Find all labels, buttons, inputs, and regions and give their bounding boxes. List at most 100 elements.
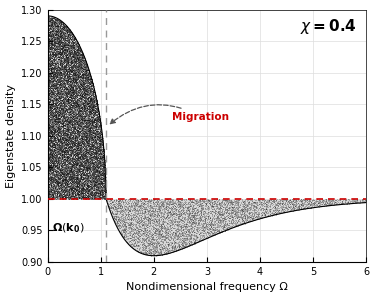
Point	[80, 55, 86, 59]
Point	[130, 246, 136, 250]
Point	[119, 198, 125, 203]
Point	[185, 217, 191, 222]
Point	[55, 98, 61, 103]
Point	[96, 118, 102, 123]
Point	[51, 81, 57, 86]
Point	[67, 86, 73, 90]
Point	[89, 181, 95, 186]
Point	[75, 65, 81, 70]
Point	[57, 108, 63, 113]
Point	[68, 174, 74, 179]
Point	[67, 172, 73, 176]
Point	[117, 199, 123, 204]
Point	[91, 167, 97, 172]
Point	[52, 144, 58, 149]
Point	[219, 215, 225, 220]
Point	[168, 206, 174, 210]
Point	[157, 246, 163, 251]
Point	[54, 181, 60, 186]
Point	[85, 79, 91, 84]
Point	[77, 179, 83, 183]
Point	[65, 115, 71, 119]
Point	[145, 217, 151, 221]
Point	[64, 92, 70, 97]
Point	[46, 45, 53, 49]
Point	[58, 63, 64, 68]
Point	[89, 193, 95, 197]
Point	[279, 202, 285, 207]
Point	[60, 179, 66, 184]
Point	[99, 164, 105, 169]
Point	[150, 224, 156, 229]
Point	[58, 21, 64, 26]
Point	[93, 111, 99, 116]
Point	[154, 206, 160, 210]
Point	[92, 139, 98, 143]
Point	[70, 123, 76, 128]
Point	[55, 46, 61, 51]
Point	[95, 134, 101, 138]
Point	[50, 60, 55, 65]
Point	[164, 207, 170, 212]
Point	[81, 135, 87, 140]
Point	[71, 168, 77, 173]
Point	[80, 75, 86, 80]
Point	[88, 125, 94, 130]
Point	[144, 243, 150, 247]
Point	[137, 229, 143, 234]
Point	[50, 82, 56, 87]
Point	[145, 216, 151, 221]
Point	[81, 164, 87, 168]
Point	[61, 43, 67, 48]
Point	[65, 61, 71, 66]
Point	[100, 196, 106, 201]
Point	[50, 72, 55, 77]
Point	[54, 105, 60, 109]
Point	[95, 176, 101, 181]
Point	[169, 201, 175, 205]
Point	[54, 69, 60, 74]
Point	[100, 143, 106, 148]
Point	[69, 53, 75, 58]
Point	[116, 201, 122, 206]
Point	[61, 193, 67, 198]
Point	[75, 180, 81, 185]
Point	[51, 144, 57, 148]
Point	[64, 97, 70, 101]
Point	[165, 215, 171, 220]
Point	[49, 60, 55, 64]
Point	[94, 169, 100, 174]
Point	[93, 138, 99, 143]
Point	[56, 100, 62, 105]
Point	[64, 68, 70, 72]
Point	[298, 197, 304, 202]
Point	[271, 200, 277, 205]
Point	[75, 145, 81, 149]
Point	[50, 54, 56, 58]
Point	[83, 89, 89, 94]
Point	[52, 164, 58, 169]
Point	[68, 176, 74, 181]
Point	[84, 125, 90, 129]
Point	[146, 209, 152, 214]
Point	[49, 175, 55, 180]
Point	[86, 91, 92, 95]
Point	[93, 186, 99, 191]
Point	[57, 87, 63, 92]
Point	[100, 187, 106, 192]
Point	[162, 250, 168, 255]
Point	[98, 179, 104, 183]
Point	[64, 75, 70, 80]
Point	[100, 175, 106, 180]
Point	[74, 75, 80, 80]
Point	[219, 198, 225, 203]
Point	[86, 140, 92, 145]
Point	[91, 142, 97, 147]
Point	[89, 80, 95, 85]
Point	[53, 155, 59, 160]
Point	[50, 145, 56, 150]
Point	[66, 160, 72, 164]
Point	[72, 66, 78, 70]
Point	[75, 192, 81, 196]
Point	[74, 86, 80, 91]
